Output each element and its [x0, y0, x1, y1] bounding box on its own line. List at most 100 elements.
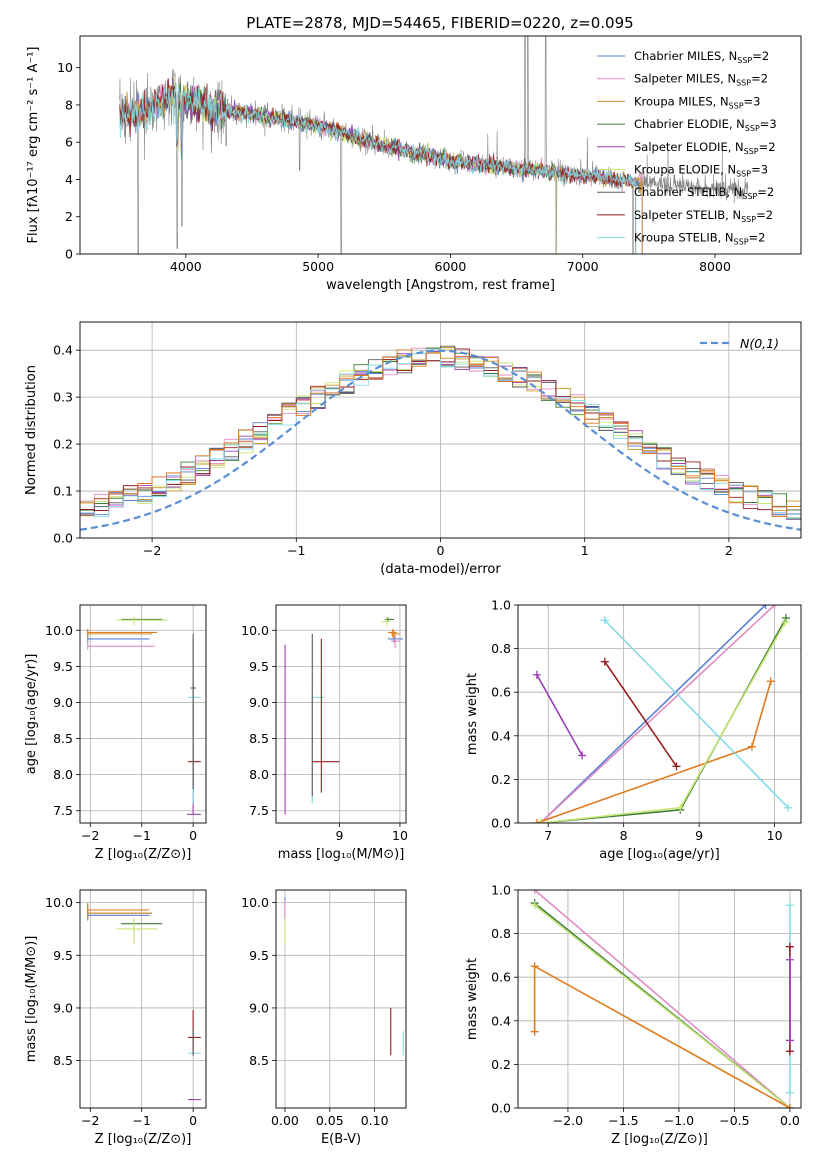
legend-suffix: =3 — [744, 94, 761, 108]
model-spectrum-line — [119, 84, 637, 254]
y-tick-label: 9.5 — [249, 659, 269, 674]
y-tick-label: 0.6 — [491, 970, 511, 985]
p4-plot-area — [87, 902, 201, 1101]
legend-entry: Kroupa STELIB, NSSP=2 — [634, 231, 765, 247]
y-tick-label: 0.0 — [491, 1101, 511, 1116]
x-tick-label: −0.5 — [719, 1113, 749, 1128]
y-tick-label: 0 — [65, 247, 73, 262]
p1-panel: −2 −1 0 7.5 8.0 8.5 9.0 9.5 10.0 Z [log₁₀(Z/Z⊙)] a… — [24, 604, 207, 862]
x-tick-label: 0 — [437, 543, 445, 558]
mass-weight-line — [534, 890, 791, 1108]
y-tick-label: 0.4 — [491, 728, 511, 743]
x-tick-label: 9 — [336, 828, 344, 843]
x-axis-label: Z [log₁₀(Z/Z⊙)] — [95, 1132, 192, 1147]
mass-weight-point — [785, 1047, 794, 1056]
p6-panel: −2.0 −1.5 −1.0 −0.5 0.0 0.0 0.2 0.4 0.6 0.8 1.0 Z [… — [465, 883, 802, 1147]
x-tick-label: −1.5 — [608, 1113, 638, 1128]
mass-weight-point — [747, 742, 756, 751]
y-tick-label: 9.0 — [249, 695, 269, 710]
mass-weight-point — [530, 901, 539, 910]
y-tick-label: 0.2 — [53, 437, 73, 452]
x-tick-label: 6000 — [435, 259, 467, 274]
spectrum-legend: Chabrier MILES, NSSP=2 Salpeter MILES, NS… — [597, 49, 777, 247]
y-tick-label: 0.0 — [53, 531, 73, 546]
x-axis-label: E(B-V) — [321, 1132, 361, 1147]
mass-weight-line — [540, 605, 767, 823]
legend-suffix: =2 — [757, 185, 774, 199]
mass-weight-point — [536, 819, 545, 823]
y-tick-label: 9.5 — [53, 659, 73, 674]
x-tick-label: 0 — [189, 828, 197, 843]
x-tick-label: 7000 — [567, 259, 599, 274]
figure-title: PLATE=2878, MJD=54465, FIBERID=0220, z=0… — [246, 14, 633, 32]
x-tick-label: 5000 — [302, 259, 334, 274]
mass-weight-line — [533, 964, 791, 1108]
x-tick-label: 0.10 — [361, 1113, 389, 1128]
y-tick-label: 10.0 — [241, 895, 269, 910]
y-tick-label: 10.0 — [241, 623, 269, 638]
legend-entry: Kroupa ELODIE, NSSP=3 — [634, 163, 768, 179]
legend-entry: Kroupa MILES, NSSP=3 — [634, 94, 760, 110]
mass-weight-point — [600, 616, 609, 625]
p6-plot-area — [530, 890, 794, 1108]
y-tick-label: 0.6 — [491, 685, 511, 700]
y-tick-label: 9.0 — [53, 1000, 73, 1015]
p4-panel: −2 −1 0 8.5 9.0 9.5 10.0 Z [log₁₀(Z/Z⊙)] mass [l… — [24, 889, 207, 1147]
legend-subscript: SSP — [736, 170, 751, 179]
y-tick-label: 2 — [65, 209, 73, 224]
y-tick-label: 10 — [57, 60, 73, 75]
mass-weight-point — [532, 819, 541, 823]
mass-weight-point — [784, 803, 793, 812]
mass-weight-point — [770, 605, 779, 609]
mass-weight-point — [785, 955, 794, 964]
x-tick-label: 0.00 — [271, 1113, 299, 1128]
x-axis-label: Z [log₁₀(Z/Z⊙)] — [611, 1132, 708, 1147]
mass-weight-line — [604, 661, 678, 767]
x-tick-label: −2.0 — [553, 1113, 583, 1128]
y-tick-label: 8.5 — [249, 1053, 269, 1068]
x-tick-label: 10 — [392, 828, 408, 843]
y-tick-label: 8.5 — [249, 731, 269, 746]
x-tick-label: −1 — [287, 543, 305, 558]
x-tick-label: −2 — [143, 543, 161, 558]
legend-entry: Salpeter ELODIE, NSSP=2 — [634, 140, 776, 156]
legend-suffix: =3 — [751, 163, 768, 177]
x-axis-label: mass [log₁₀(M/M⊙)] — [278, 847, 405, 862]
mass-weight-point — [785, 942, 794, 951]
x-axis-label: (data-model)/error — [380, 562, 501, 577]
axes-frame — [79, 35, 802, 255]
axes-frame — [275, 604, 407, 824]
y-tick-label: 8.0 — [249, 767, 269, 782]
x-axis-label: Z [log₁₀(Z/Z⊙)] — [95, 847, 192, 862]
p1-plot-area — [87, 617, 201, 815]
legend-subscript: SSP — [729, 101, 744, 110]
y-tick-label: 10.0 — [45, 895, 73, 910]
legend-suffix: =2 — [759, 140, 776, 154]
mass-weight-point — [672, 762, 681, 771]
x-tick-label: 9 — [695, 828, 703, 843]
y-tick-label: 0.2 — [491, 772, 511, 787]
legend-suffix: =2 — [752, 49, 769, 63]
y-axis-label: Normed distribution — [24, 365, 39, 495]
mass-weight-line — [536, 681, 772, 823]
axes-frame — [79, 604, 207, 824]
y-tick-label: 9.5 — [53, 948, 73, 963]
y-axis-label: mass [log₁₀(M/M⊙)] — [24, 936, 39, 1063]
legend-suffix: =2 — [751, 72, 768, 86]
residuals-panel: −2 −1 0 1 2 0.0 0.1 0.2 0.3 0.4 (data-model)/error… — [24, 321, 802, 577]
p2-panel: 9 10 7.5 8.0 8.5 9.0 9.5 10.0 mass [log₁₀(M/M⊙)] — [241, 604, 408, 862]
x-axis-label: age [log₁₀(age/yr)] — [599, 847, 720, 862]
legend-subscript: SSP — [744, 147, 759, 156]
mass-weight-point — [532, 670, 541, 679]
y-tick-label: 7.5 — [53, 803, 73, 818]
legend-subscript: SSP — [745, 124, 760, 133]
x-tick-label: 1 — [581, 543, 589, 558]
y-tick-label: 0.8 — [491, 641, 511, 656]
axes-frame — [79, 889, 207, 1109]
legend-subscript: SSP — [741, 215, 756, 224]
mass-weight-point — [785, 1036, 794, 1045]
mass-weight-line — [604, 619, 789, 809]
axes-frame — [275, 889, 407, 1109]
mass-weight-line — [540, 622, 786, 823]
y-tick-label: 0.3 — [53, 390, 73, 405]
